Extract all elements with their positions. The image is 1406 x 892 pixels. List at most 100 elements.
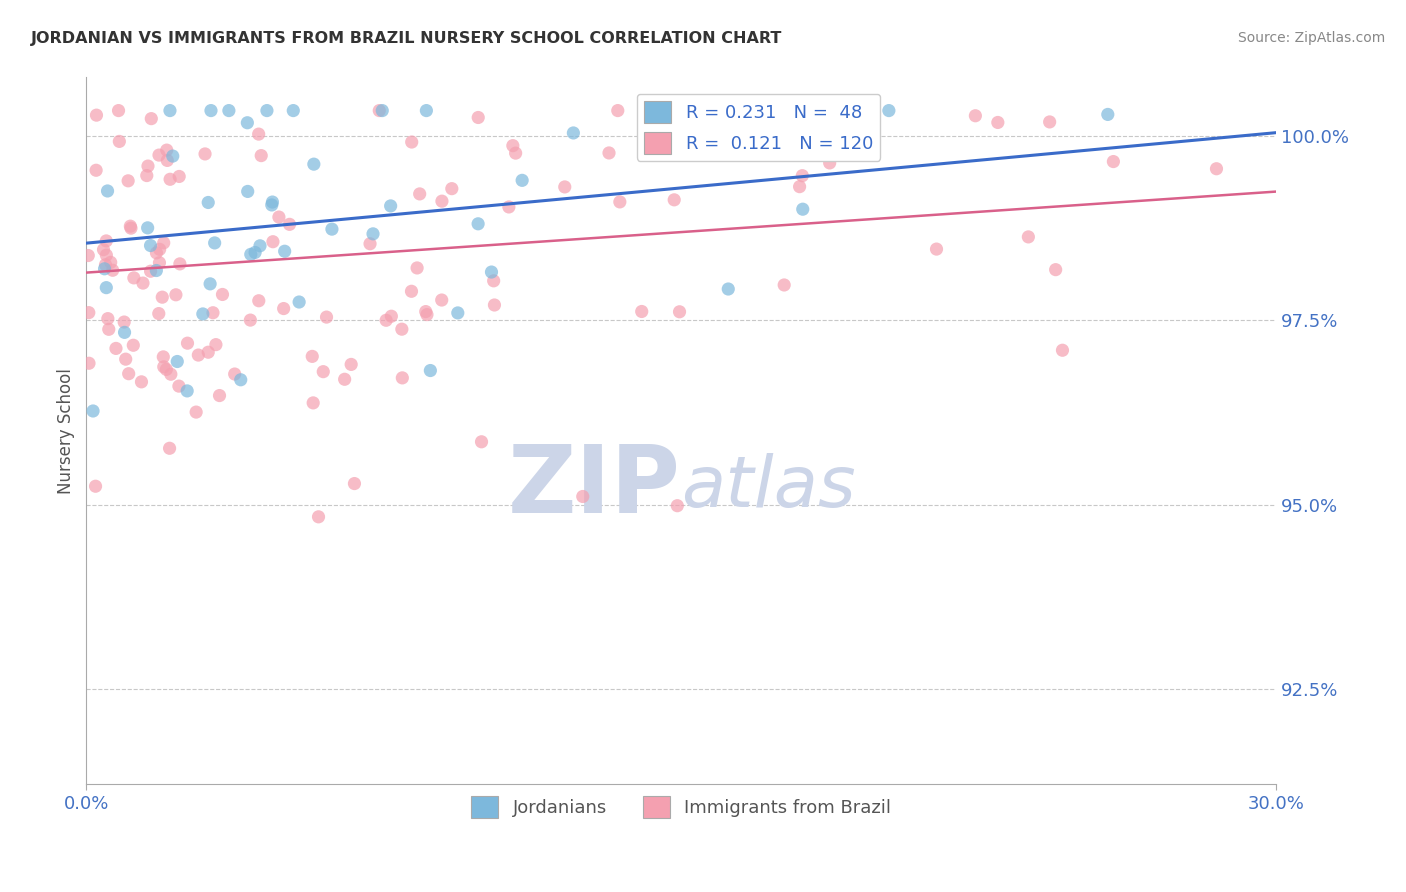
Point xyxy=(77,305,100,319)
Point xyxy=(302,157,325,171)
Point xyxy=(401,285,423,299)
Point xyxy=(101,263,124,277)
Point xyxy=(94,258,117,272)
Point xyxy=(141,112,163,126)
Point xyxy=(315,310,337,324)
Point xyxy=(159,442,181,456)
Point xyxy=(416,308,439,322)
Point xyxy=(165,287,187,301)
Point xyxy=(598,145,620,160)
Point xyxy=(200,103,222,118)
Point xyxy=(321,222,343,236)
Point xyxy=(136,220,159,235)
Point xyxy=(159,172,181,186)
Point xyxy=(498,200,520,214)
Point xyxy=(239,313,262,327)
Point xyxy=(343,476,366,491)
Point xyxy=(302,396,325,410)
Text: Source: ZipAtlas.com: Source: ZipAtlas.com xyxy=(1237,31,1385,45)
Point xyxy=(107,103,129,118)
Point xyxy=(96,234,118,248)
Point xyxy=(112,315,135,329)
Point xyxy=(554,180,576,194)
Point xyxy=(430,293,453,307)
Point xyxy=(965,109,987,123)
Point xyxy=(152,350,174,364)
Point xyxy=(987,115,1010,129)
Point xyxy=(1045,262,1067,277)
Point xyxy=(482,274,505,288)
Point xyxy=(415,103,437,118)
Point xyxy=(359,236,381,251)
Point xyxy=(159,103,181,118)
Text: JORDANIAN VS IMMIGRANTS FROM BRAZIL NURSERY SCHOOL CORRELATION CHART: JORDANIAN VS IMMIGRANTS FROM BRAZIL NURS… xyxy=(31,31,782,46)
Point xyxy=(224,367,246,381)
Point xyxy=(77,356,100,370)
Point xyxy=(93,243,115,257)
Point xyxy=(562,126,585,140)
Point xyxy=(380,310,402,324)
Point xyxy=(312,365,335,379)
Point xyxy=(167,379,190,393)
Point xyxy=(104,342,127,356)
Point xyxy=(218,103,240,118)
Point xyxy=(247,293,270,308)
Point xyxy=(118,367,141,381)
Point xyxy=(273,301,295,316)
Text: atlas: atlas xyxy=(681,453,856,522)
Point xyxy=(150,290,173,304)
Point xyxy=(340,358,363,372)
Point xyxy=(368,103,391,118)
Point xyxy=(191,307,214,321)
Point xyxy=(401,135,423,149)
Point xyxy=(273,244,295,259)
Point xyxy=(114,352,136,367)
Point xyxy=(145,263,167,277)
Point xyxy=(447,306,470,320)
Point xyxy=(789,179,811,194)
Point xyxy=(470,434,492,449)
Point xyxy=(502,138,524,153)
Point xyxy=(709,118,731,132)
Point xyxy=(484,298,506,312)
Point xyxy=(1052,343,1074,358)
Point xyxy=(419,363,441,377)
Point xyxy=(148,148,170,162)
Point xyxy=(925,242,948,256)
Point xyxy=(606,103,628,118)
Point xyxy=(609,194,631,209)
Point xyxy=(718,132,741,146)
Point xyxy=(361,227,384,241)
Point xyxy=(262,195,284,210)
Point xyxy=(96,184,118,198)
Point xyxy=(1017,230,1039,244)
Point xyxy=(136,159,159,173)
Point xyxy=(792,202,814,217)
Point xyxy=(108,135,131,149)
Point xyxy=(169,257,191,271)
Point xyxy=(152,359,174,374)
Point xyxy=(481,265,503,279)
Point xyxy=(194,147,217,161)
Point xyxy=(260,198,283,212)
Point xyxy=(236,116,259,130)
Point xyxy=(229,373,252,387)
Point xyxy=(256,103,278,118)
Point xyxy=(84,479,107,493)
Point xyxy=(792,169,814,183)
Text: ZIP: ZIP xyxy=(508,442,681,533)
Point xyxy=(288,295,311,310)
Point xyxy=(198,277,221,291)
Point xyxy=(375,313,398,327)
Point xyxy=(197,345,219,359)
Point xyxy=(818,156,841,170)
Point xyxy=(243,245,266,260)
Point xyxy=(247,127,270,141)
Point xyxy=(148,307,170,321)
Point xyxy=(149,243,172,257)
Point xyxy=(668,305,690,319)
Point xyxy=(122,338,145,352)
Point xyxy=(1097,107,1119,121)
Point xyxy=(120,219,142,234)
Point xyxy=(132,276,155,290)
